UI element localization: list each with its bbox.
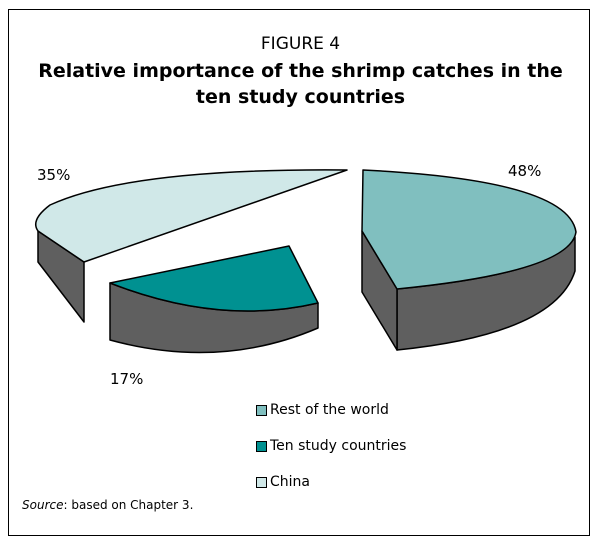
source-note: Source: based on Chapter 3. [22, 498, 193, 512]
pct-label-rest-of-world: 48% [508, 162, 542, 180]
legend-swatch-rest-of-world [256, 404, 267, 416]
slice-ten-study-top [109, 245, 319, 312]
legend-label-ten-study-countries: Ten study countries [270, 438, 407, 454]
source-prefix: Source [22, 498, 64, 512]
legend-label-china: China [270, 474, 310, 490]
figure-frame [8, 9, 590, 536]
legend-item-ten-study-countries: Ten study countries [256, 436, 406, 456]
legend-item-china: China [256, 472, 406, 492]
slice-rest-of-world-top [361, 169, 577, 290]
figure-label: FIGURE 4 [260, 34, 341, 54]
source-text: : based on Chapter 3. [63, 498, 194, 512]
pct-label-china: 35% [37, 166, 71, 184]
figure-title: Relative importance of the shrimp catche… [38, 60, 563, 108]
legend-swatch-china [256, 476, 267, 488]
legend-item-rest-of-world: Rest of the world [256, 400, 406, 420]
legend: Rest of the world Ten study countries Ch… [256, 400, 406, 508]
legend-swatch-ten-study-countries [256, 440, 267, 452]
legend-label-rest-of-world: Rest of the world [270, 402, 389, 418]
slice-china-top [35, 169, 348, 263]
pct-label-ten-study-countries: 17% [110, 370, 144, 388]
